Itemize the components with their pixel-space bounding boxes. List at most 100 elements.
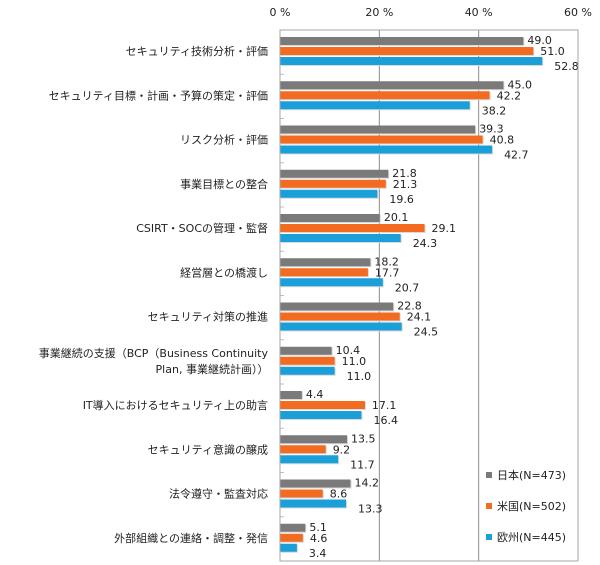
plot-frame [279, 29, 579, 562]
bar [280, 258, 371, 267]
bar [280, 125, 476, 134]
bar [280, 435, 348, 444]
category-label-line: IT導入におけるセキュリティ上の助言 [83, 398, 268, 412]
bar [280, 312, 400, 321]
value-label: 16.4 [373, 414, 398, 427]
x-tick-label: 20 % [365, 6, 393, 19]
value-label: 17.1 [372, 399, 397, 412]
value-label: 11.7 [350, 458, 375, 471]
bar [280, 278, 383, 287]
legend: 日本(N=473) 米国(N=502) 欧州(N=445) [486, 468, 566, 544]
value-label: 17.7 [375, 266, 400, 279]
category-label-line: 法令遵守・監査対応 [169, 487, 268, 501]
bar [280, 411, 362, 419]
bar [280, 268, 368, 277]
value-label: 24.5 [414, 326, 439, 339]
bar [280, 356, 335, 365]
bar [280, 499, 347, 508]
value-labels: 49.051.0 52.8 45.042.2 38.2 39.340.8 42.7 21.8… [306, 34, 579, 560]
value-label: 18.2 [374, 255, 399, 268]
value-label: 10.4 [336, 344, 361, 357]
bar [280, 91, 490, 100]
category-label: 法令遵守・監査対応 [169, 487, 268, 501]
bar [280, 401, 365, 409]
legend-label: 米国(N=502) [497, 500, 566, 513]
legend-label: 欧州(N=445) [497, 531, 566, 544]
category-label-line: 経営層との橋渡し [180, 265, 268, 279]
bar [280, 346, 332, 355]
value-label: 42.2 [497, 89, 522, 102]
value-label: 20.7 [395, 281, 420, 294]
bar [280, 47, 534, 55]
value-label: 24.1 [407, 311, 432, 324]
value-label: 3.4 [309, 547, 327, 560]
bar [280, 234, 401, 242]
value-label: 45.0 [508, 78, 533, 91]
value-label: 49.0 [527, 34, 552, 47]
value-label: 52.8 [554, 60, 579, 73]
value-label: 51.0 [540, 45, 565, 58]
x-tick-label: 60 % [564, 6, 592, 19]
category-label-line: CSIRT・SOCの管理・監督 [136, 221, 268, 235]
bar [280, 135, 483, 144]
category-label: 外部組織との連絡・調整・発信 [114, 531, 268, 545]
value-label: 24.3 [413, 237, 438, 250]
bar [280, 322, 402, 331]
gridlines [280, 30, 480, 561]
category-label: 経営層との橋渡し [180, 265, 268, 279]
bar [280, 101, 470, 110]
value-label: 38.2 [482, 104, 507, 117]
value-label: 4.4 [306, 388, 324, 401]
bar [280, 81, 504, 90]
value-label: 42.7 [504, 149, 529, 162]
value-label: 22.8 [397, 300, 422, 313]
bar [280, 391, 302, 399]
bar [280, 179, 386, 188]
bar [280, 145, 493, 154]
category-label-line: Plan, 事業継続計画）） [156, 362, 269, 376]
legend-label: 日本(N=473) [497, 468, 566, 482]
bar [280, 37, 524, 45]
category-label-line: セキュリティ意識の醸成 [148, 442, 268, 456]
category-label-line: セキュリティ技術分析・評価 [126, 44, 268, 58]
legend-swatch [486, 503, 492, 509]
x-axis-ticks: 0 % 20 % 40 % 60 % [270, 6, 592, 19]
value-label: 11.0 [347, 370, 372, 383]
category-label-line: セキュリティ対策の推進 [148, 310, 268, 324]
value-label: 9.2 [333, 443, 351, 456]
value-label: 8.6 [330, 488, 348, 501]
bar [280, 189, 378, 198]
value-label: 21.3 [393, 178, 418, 191]
value-label: 19.6 [389, 193, 414, 206]
value-label: 39.3 [479, 123, 504, 136]
legend-swatch [486, 472, 492, 478]
bar [280, 214, 380, 222]
legend-swatch [486, 534, 492, 540]
value-label: 11.0 [342, 355, 367, 368]
x-tick-label: 40 % [465, 6, 493, 19]
bars [280, 37, 544, 553]
category-label: リスク分析・評価 [180, 133, 268, 147]
category-label: セキュリティ意識の醸成 [148, 442, 268, 456]
category-label-line: 外部組織との連絡・調整・発信 [114, 531, 268, 545]
category-label: セキュリティ技術分析・評価 [126, 44, 268, 58]
value-label: 4.6 [310, 532, 328, 545]
value-label: 13.3 [358, 503, 383, 516]
category-label-line: リスク分析・評価 [180, 133, 268, 147]
bar [280, 57, 543, 65]
bar [280, 543, 297, 552]
value-label: 14.2 [355, 477, 380, 490]
bar [280, 523, 306, 532]
category-label: 事業目標との整合 [180, 177, 268, 191]
value-label: 21.8 [392, 167, 417, 180]
x-tick-label: 0 % [270, 6, 291, 19]
category-label: IT導入におけるセキュリティ上の助言 [83, 398, 268, 412]
category-labels: セキュリティ技術分析・評価セキュリティ目標・計画・予算の策定・評価リスク分析・評… [39, 44, 269, 545]
bar [280, 489, 323, 498]
category-label: セキュリティ目標・計画・予算の策定・評価 [49, 88, 268, 102]
value-label: 20.1 [384, 211, 409, 224]
bar [280, 479, 351, 488]
category-label-line: 事業目標との整合 [180, 177, 268, 191]
value-label: 40.8 [490, 134, 515, 147]
